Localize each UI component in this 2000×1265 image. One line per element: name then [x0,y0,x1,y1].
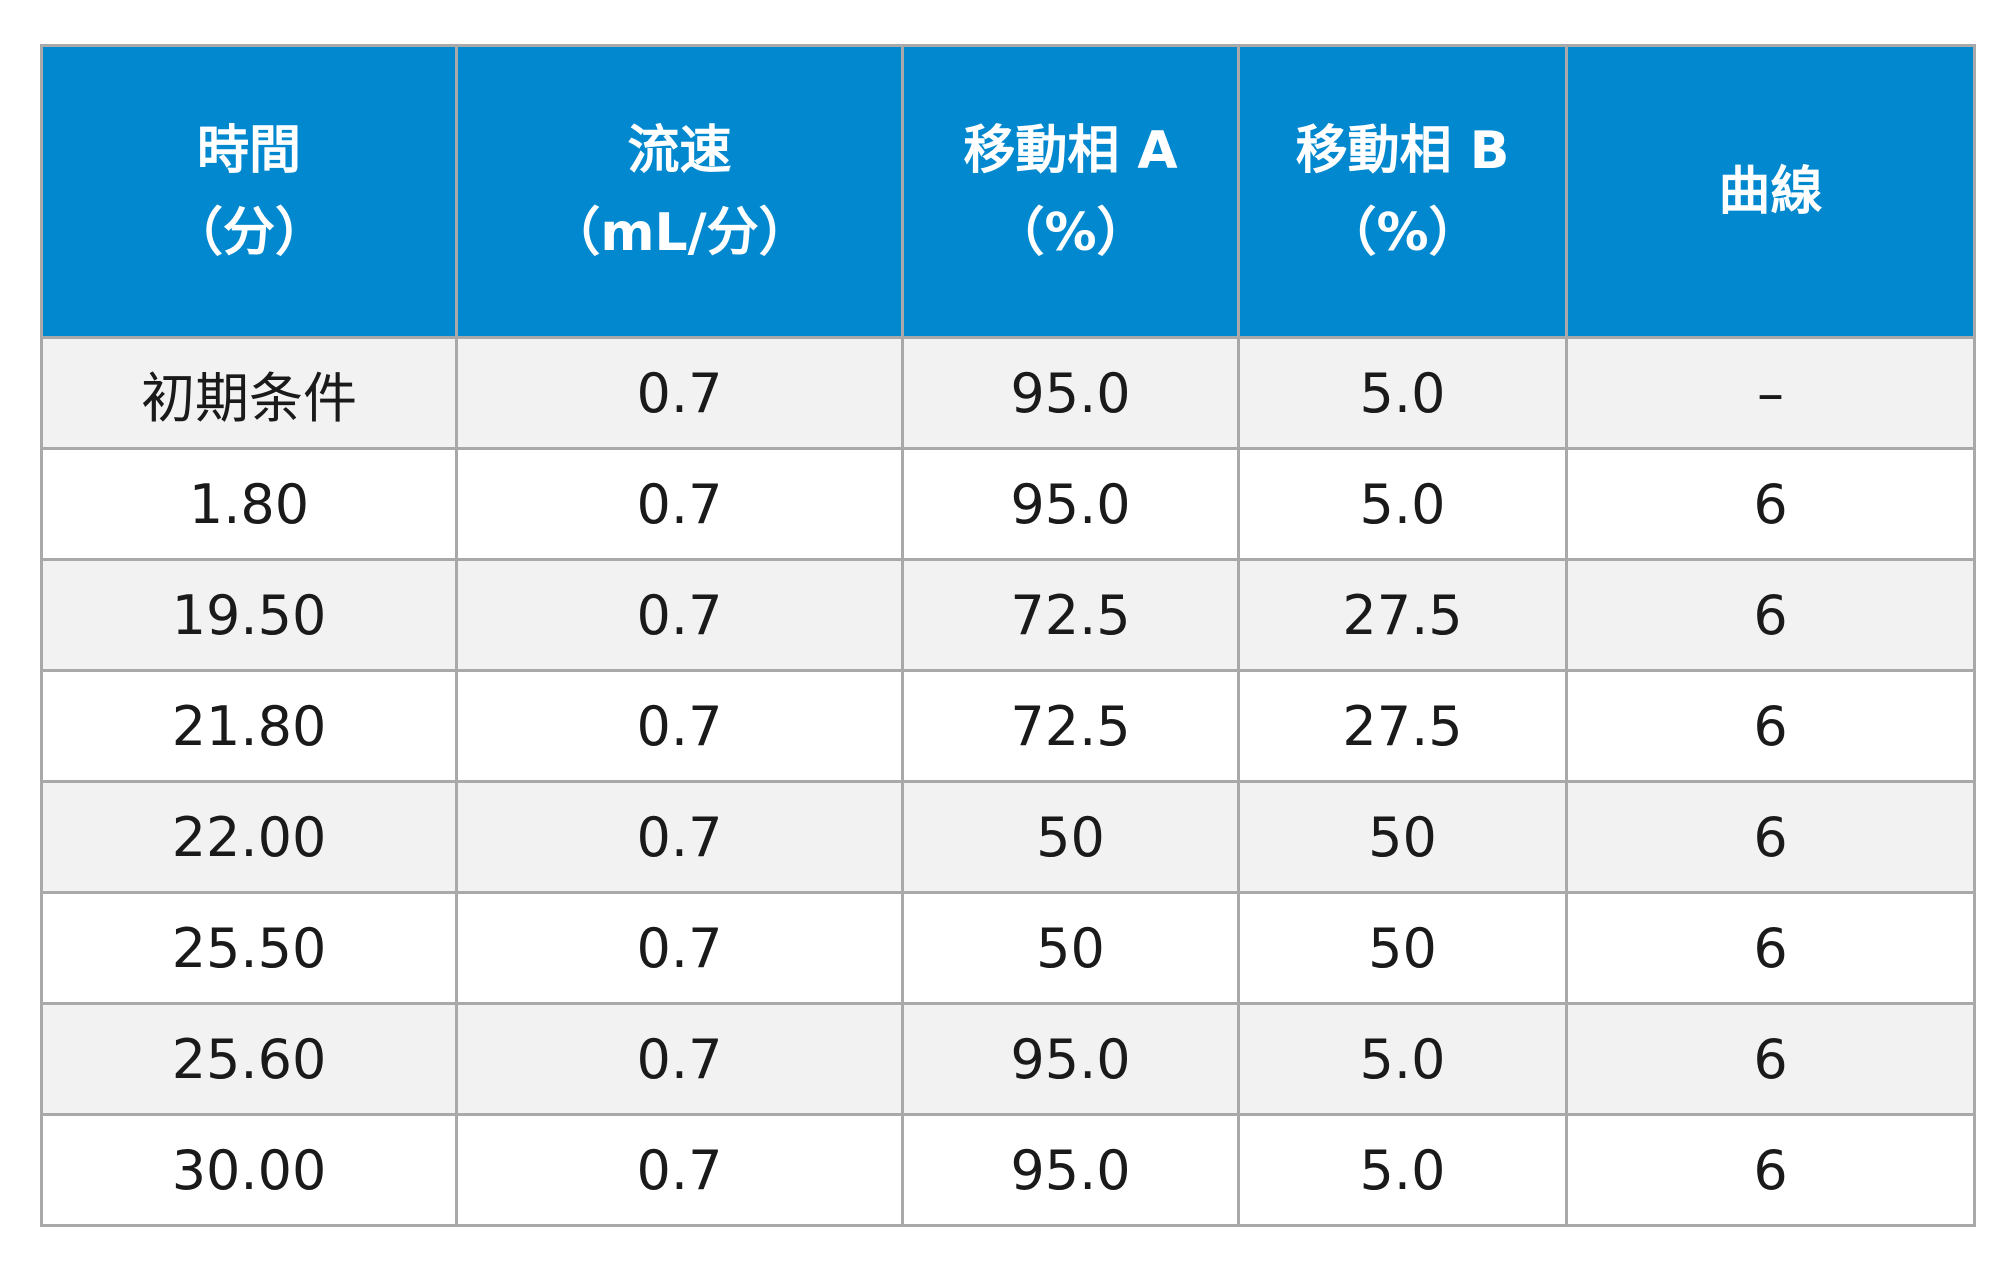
cell-flow-rate: 0.7 [455,891,904,1005]
header-time-label: 時間 [196,120,301,181]
cell-flow-rate: 0.7 [455,336,904,450]
cell-flow-rate: 0.7 [455,558,904,672]
cell-flow-rate: 0.7 [455,1113,904,1227]
header-time: 時間 （分） [40,44,458,339]
header-time-unit: （分） [170,202,327,263]
cell-mobile-phase-a: 95.0 [901,336,1240,450]
table-row: 25.60 0.7 95.0 5.0 6 [40,1002,1976,1116]
cell-time: 19.50 [40,558,458,672]
cell-flow-rate: 0.7 [455,780,904,894]
table-row: 1.80 0.7 95.0 5.0 6 [40,447,1976,561]
header-row: 時間 （分） 流速 （mL/分） 移動相 A （%） 移動相 B （%） 曲線 [40,44,1976,339]
cell-mobile-phase-a: 72.5 [901,558,1240,672]
cell-mobile-phase-a: 95.0 [901,447,1240,561]
cell-mobile-phase-a: 72.5 [901,669,1240,783]
cell-flow-rate: 0.7 [455,669,904,783]
cell-curve: 6 [1565,1002,1976,1116]
header-curve: 曲線 [1565,44,1976,339]
cell-curve: 6 [1565,780,1976,894]
cell-mobile-phase-b: 5.0 [1237,336,1568,450]
cell-mobile-phase-b: 50 [1237,891,1568,1005]
cell-curve: 6 [1565,447,1976,561]
cell-flow-rate: 0.7 [455,1002,904,1116]
header-mobile-phase-a: 移動相 A （%） [901,44,1240,339]
cell-mobile-phase-a: 50 [901,780,1240,894]
cell-mobile-phase-b: 5.0 [1237,447,1568,561]
cell-curve: 6 [1565,891,1976,1005]
table-row: 22.00 0.7 50 50 6 [40,780,1976,894]
table-row: 21.80 0.7 72.5 27.5 6 [40,669,1976,783]
cell-mobile-phase-b: 5.0 [1237,1002,1568,1116]
cell-time: 25.60 [40,1002,458,1116]
cell-mobile-phase-a: 50 [901,891,1240,1005]
header-mobile-phase-b: 移動相 B （%） [1237,44,1568,339]
cell-mobile-phase-b: 5.0 [1237,1113,1568,1227]
cell-time: 初期条件 [40,336,458,450]
header-flow-rate-label: 流速 [627,120,732,181]
cell-curve: – [1565,336,1976,450]
cell-mobile-phase-a: 95.0 [901,1113,1240,1227]
cell-time: 25.50 [40,891,458,1005]
header-flow-rate-unit: （mL/分） [548,202,811,263]
cell-mobile-phase-b: 27.5 [1237,669,1568,783]
cell-time: 21.80 [40,669,458,783]
cell-mobile-phase-b: 50 [1237,780,1568,894]
cell-time: 30.00 [40,1113,458,1227]
header-mobile-phase-b-unit: （%） [1324,202,1481,263]
cell-time: 22.00 [40,780,458,894]
gradient-table: 時間 （分） 流速 （mL/分） 移動相 A （%） 移動相 B （%） 曲線 [40,44,1976,1227]
cell-mobile-phase-b: 27.5 [1237,558,1568,672]
cell-time: 1.80 [40,447,458,561]
header-curve-label: 曲線 [1718,161,1823,222]
cell-flow-rate: 0.7 [455,447,904,561]
gradient-table-container: 時間 （分） 流速 （mL/分） 移動相 A （%） 移動相 B （%） 曲線 [40,44,1976,1227]
cell-mobile-phase-a: 95.0 [901,1002,1240,1116]
header-mobile-phase-a-unit: （%） [992,202,1149,263]
header-flow-rate: 流速 （mL/分） [455,44,904,339]
table-row: 19.50 0.7 72.5 27.5 6 [40,558,1976,672]
header-mobile-phase-b-label: 移動相 B [1295,120,1510,181]
cell-curve: 6 [1565,1113,1976,1227]
header-mobile-phase-a-label: 移動相 A [963,120,1178,181]
cell-curve: 6 [1565,669,1976,783]
table-row: 初期条件 0.7 95.0 5.0 – [40,336,1976,450]
table-row: 30.00 0.7 95.0 5.0 6 [40,1113,1976,1227]
table-row: 25.50 0.7 50 50 6 [40,891,1976,1005]
cell-curve: 6 [1565,558,1976,672]
